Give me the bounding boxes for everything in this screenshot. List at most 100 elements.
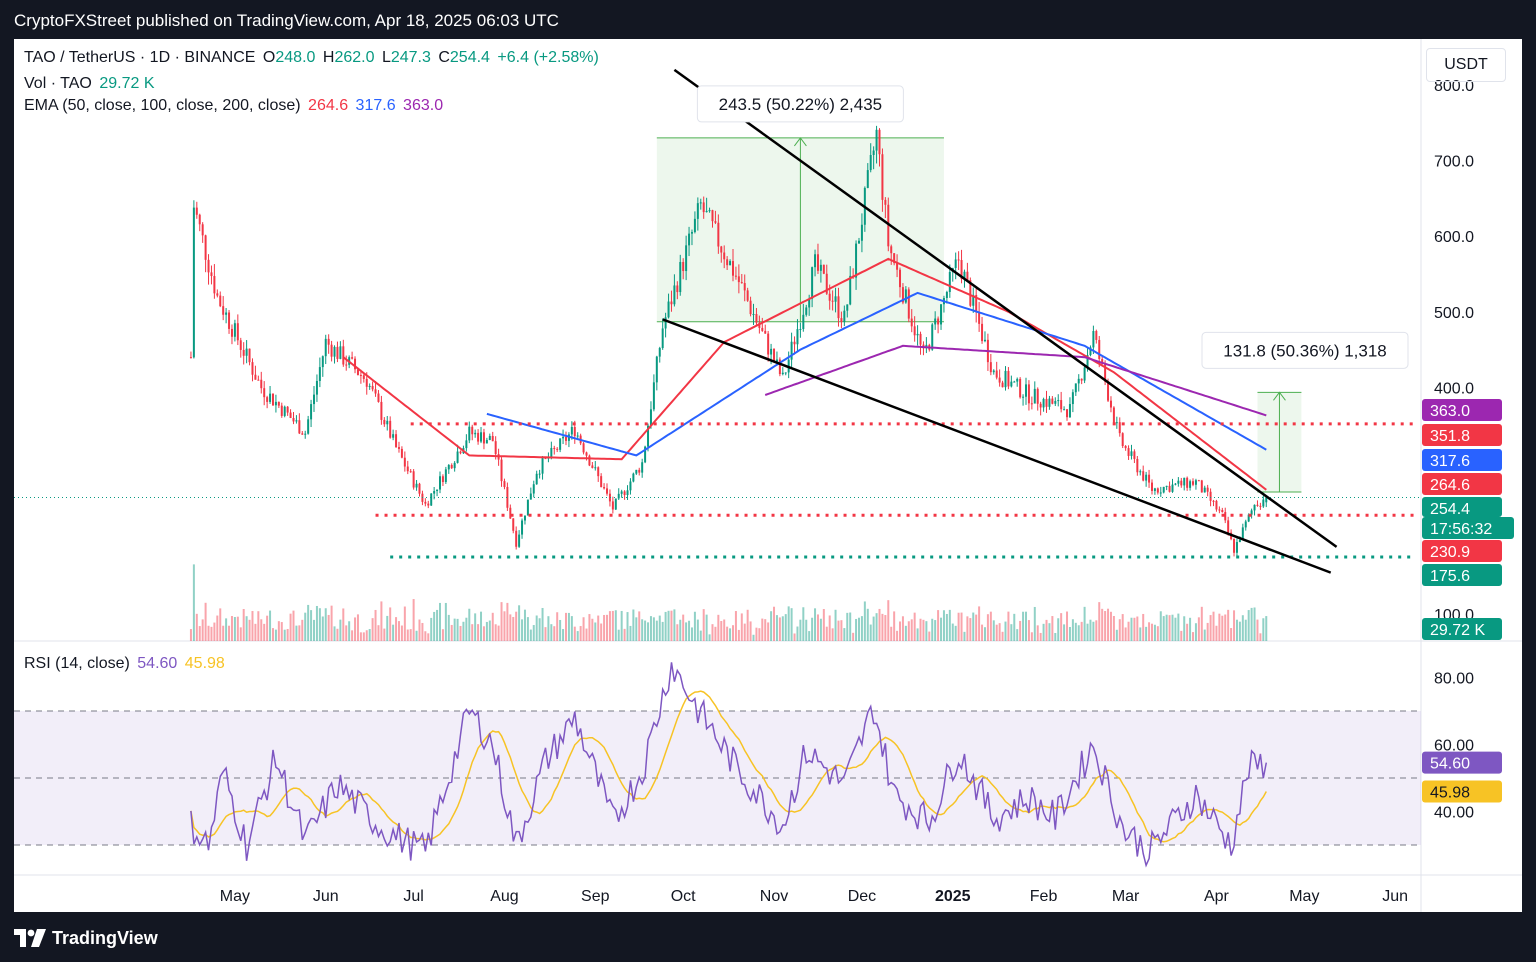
candle[interactable]: [371, 385, 374, 390]
candle[interactable]: [916, 333, 919, 336]
candle[interactable]: [415, 483, 418, 488]
candle[interactable]: [310, 404, 313, 420]
candle[interactable]: [1071, 392, 1074, 405]
candle[interactable]: [705, 210, 708, 213]
candle[interactable]: [1092, 331, 1095, 348]
candle[interactable]: [714, 221, 717, 223]
candle[interactable]: [781, 372, 784, 375]
candle[interactable]: [518, 534, 521, 547]
candle[interactable]: [380, 401, 383, 420]
candle[interactable]: [1194, 480, 1197, 485]
candle[interactable]: [790, 341, 793, 360]
candle[interactable]: [878, 129, 881, 155]
candle[interactable]: [896, 263, 899, 270]
candle[interactable]: [667, 301, 670, 318]
candle[interactable]: [582, 443, 585, 453]
candle[interactable]: [1133, 451, 1136, 459]
candle[interactable]: [1224, 512, 1227, 521]
candle[interactable]: [752, 314, 755, 316]
candle[interactable]: [1221, 510, 1224, 513]
candle[interactable]: [940, 304, 943, 325]
candle[interactable]: [219, 295, 222, 307]
ema-label[interactable]: EMA (50, close, 100, close, 200, close): [24, 97, 301, 114]
candle[interactable]: [321, 356, 324, 368]
candle[interactable]: [477, 432, 480, 442]
candle[interactable]: [620, 491, 623, 494]
candle[interactable]: [937, 318, 940, 325]
candle[interactable]: [213, 276, 216, 294]
candle[interactable]: [450, 464, 453, 469]
candle[interactable]: [1165, 485, 1168, 487]
candle[interactable]: [474, 432, 477, 435]
candle[interactable]: [617, 493, 620, 499]
candle[interactable]: [872, 150, 875, 156]
candle[interactable]: [647, 425, 650, 447]
candle[interactable]: [1060, 400, 1063, 410]
candle[interactable]: [1025, 384, 1027, 397]
candle[interactable]: [1118, 422, 1121, 434]
candle[interactable]: [658, 348, 661, 357]
candle[interactable]: [444, 469, 447, 483]
candle[interactable]: [271, 393, 274, 406]
candle[interactable]: [1197, 480, 1200, 482]
ema200-line[interactable]: [764, 344, 1267, 417]
candle[interactable]: [1159, 492, 1162, 494]
candle[interactable]: [767, 333, 770, 355]
candle[interactable]: [439, 476, 441, 490]
candle[interactable]: [875, 129, 878, 151]
candle[interactable]: [289, 412, 292, 418]
candle[interactable]: [1077, 378, 1080, 384]
candle[interactable]: [503, 481, 506, 487]
candle[interactable]: [1259, 505, 1262, 507]
candle[interactable]: [506, 486, 509, 508]
candle[interactable]: [1030, 403, 1033, 405]
candle[interactable]: [192, 207, 195, 358]
candle[interactable]: [392, 434, 395, 438]
candle[interactable]: [368, 385, 371, 387]
candle[interactable]: [969, 280, 972, 306]
candle[interactable]: [901, 287, 904, 303]
candle[interactable]: [711, 210, 714, 222]
candle[interactable]: [606, 488, 609, 494]
candle[interactable]: [359, 374, 362, 376]
candle[interactable]: [1200, 480, 1203, 493]
candle[interactable]: [919, 333, 922, 345]
candle[interactable]: [488, 435, 491, 440]
candle[interactable]: [201, 224, 204, 236]
candle[interactable]: [480, 432, 483, 442]
candle[interactable]: [400, 448, 403, 458]
candle[interactable]: [485, 439, 488, 444]
candle[interactable]: [535, 473, 538, 485]
candle[interactable]: [764, 330, 767, 334]
candle[interactable]: [283, 406, 286, 416]
candle[interactable]: [354, 358, 357, 370]
candle[interactable]: [1156, 488, 1159, 493]
candle[interactable]: [1233, 539, 1236, 553]
candle[interactable]: [966, 271, 969, 281]
candle[interactable]: [708, 210, 711, 212]
candle[interactable]: [345, 364, 348, 366]
ema100-line[interactable]: [486, 291, 1267, 457]
candle[interactable]: [635, 469, 638, 474]
candle[interactable]: [652, 382, 655, 410]
candle[interactable]: [775, 359, 778, 362]
candle[interactable]: [822, 264, 825, 274]
candle[interactable]: [1115, 422, 1118, 424]
candle[interactable]: [699, 202, 702, 204]
candle[interactable]: [1139, 471, 1142, 473]
candle[interactable]: [553, 447, 556, 449]
candle[interactable]: [327, 338, 330, 345]
candle[interactable]: [1010, 381, 1013, 387]
candle[interactable]: [482, 432, 485, 444]
candle[interactable]: [655, 356, 658, 383]
candle[interactable]: [298, 420, 301, 434]
candle[interactable]: [600, 476, 603, 488]
candle[interactable]: [702, 202, 705, 213]
candle[interactable]: [1171, 484, 1174, 492]
candle[interactable]: [274, 401, 277, 406]
candle[interactable]: [881, 154, 884, 200]
candle[interactable]: [459, 451, 462, 454]
candle[interactable]: [957, 259, 960, 261]
candle[interactable]: [855, 243, 858, 278]
candle[interactable]: [1109, 400, 1112, 408]
